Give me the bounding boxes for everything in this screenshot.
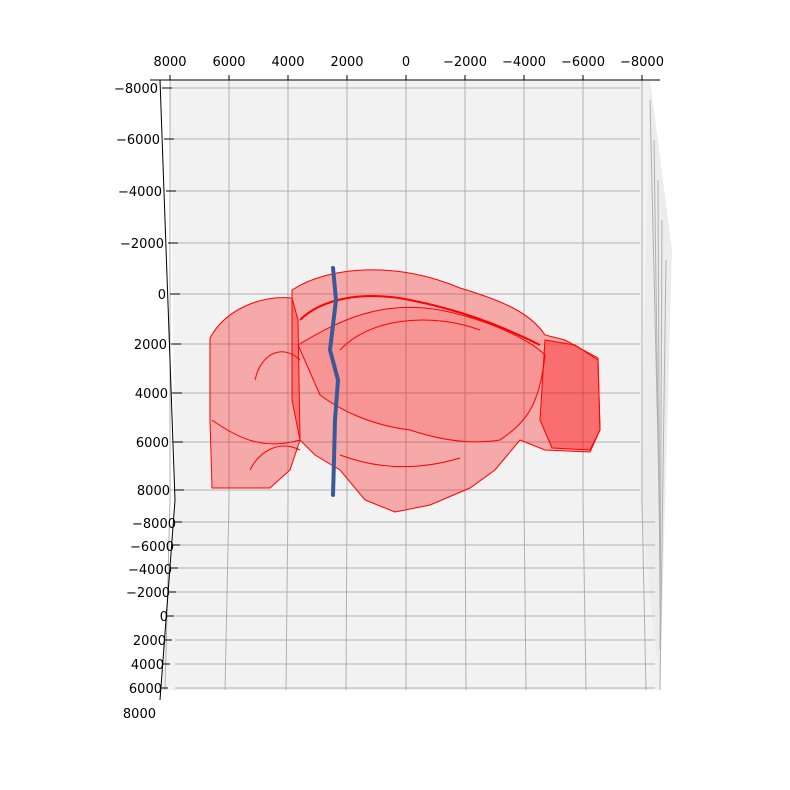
- cortex-fold: [299, 295, 541, 346]
- brain-surface: [209, 269, 601, 513]
- left-tick-label: 4000: [135, 387, 168, 402]
- depth-tick-label: −6000: [130, 540, 174, 555]
- grid-right: [659, 259, 667, 691]
- depth-tick-label: 8000: [123, 707, 156, 722]
- left-tick-label: −8000: [114, 82, 158, 97]
- back-pane: [170, 80, 650, 500]
- top-tick-label: 6000: [212, 55, 245, 70]
- left-tick-label: −6000: [116, 133, 160, 148]
- top-axis-ticks: 8000 6000 4000 2000 0 −2000 −4000 −6000 −8000: [153, 55, 664, 80]
- top-tick-label: 0: [402, 55, 410, 70]
- grid-right: [657, 179, 661, 611]
- depth-tick-label: 2000: [133, 634, 166, 649]
- grid-floor: [641, 499, 647, 691]
- grid-floor: [523, 499, 527, 691]
- grid-floor: [582, 499, 587, 691]
- top-tick-label: 4000: [271, 55, 304, 70]
- grid-floor: [224, 499, 230, 691]
- left-tick-label: 0: [158, 288, 166, 303]
- grid-floor: [285, 499, 289, 691]
- depth-tick-label: 4000: [131, 658, 164, 673]
- axis-lines: [150, 79, 660, 701]
- depth-tick-label: −4000: [128, 563, 172, 578]
- top-tick-label: 8000: [153, 55, 186, 70]
- midbrain-fold: [339, 454, 461, 468]
- right-pane: [640, 80, 672, 690]
- left-axis-line: [159, 79, 176, 501]
- cerebellum-outline: [209, 297, 301, 489]
- depth-axis-ticks: −8000 −6000 −4000 −2000 0 2000 4000 6000 8000: [123, 517, 182, 722]
- depth-tick-label: −2000: [126, 586, 170, 601]
- top-tick-label: −4000: [502, 55, 546, 70]
- left-tick-label: 8000: [137, 484, 170, 499]
- depth-tick-label: 6000: [129, 682, 162, 697]
- inner-fold: [339, 319, 481, 351]
- grid-floor: [464, 499, 467, 691]
- left-axis-ticks: −8000 −6000 −4000 −2000 0 2000 4000 6000 8000: [114, 82, 184, 499]
- depth-tick-label: −8000: [132, 517, 176, 532]
- floor-pane: [160, 500, 660, 690]
- top-tick-label: −2000: [443, 55, 487, 70]
- left-tick-label: −4000: [118, 185, 162, 200]
- hippocampus-band: [297, 306, 546, 443]
- cerebellum-fold-2: [211, 419, 301, 445]
- left-tick-label: −2000: [120, 237, 164, 252]
- cerebellum-fold-1: [254, 351, 301, 381]
- grid-lines: [164, 80, 667, 691]
- cerebellum-fold-3: [249, 445, 301, 471]
- depth-axis-line: [159, 499, 176, 701]
- top-tick-label: −6000: [561, 55, 605, 70]
- left-tick-label: 2000: [134, 338, 167, 353]
- grid-floor: [345, 499, 348, 691]
- depth-tick-label: 0: [160, 610, 168, 625]
- grid-right: [659, 219, 663, 651]
- olfactory-bulb: [539, 339, 601, 451]
- top-tick-label: −8000: [620, 55, 664, 70]
- top-tick-label: 2000: [330, 55, 363, 70]
- probe-track: [327, 266, 341, 497]
- left-tick-label: 6000: [136, 436, 169, 451]
